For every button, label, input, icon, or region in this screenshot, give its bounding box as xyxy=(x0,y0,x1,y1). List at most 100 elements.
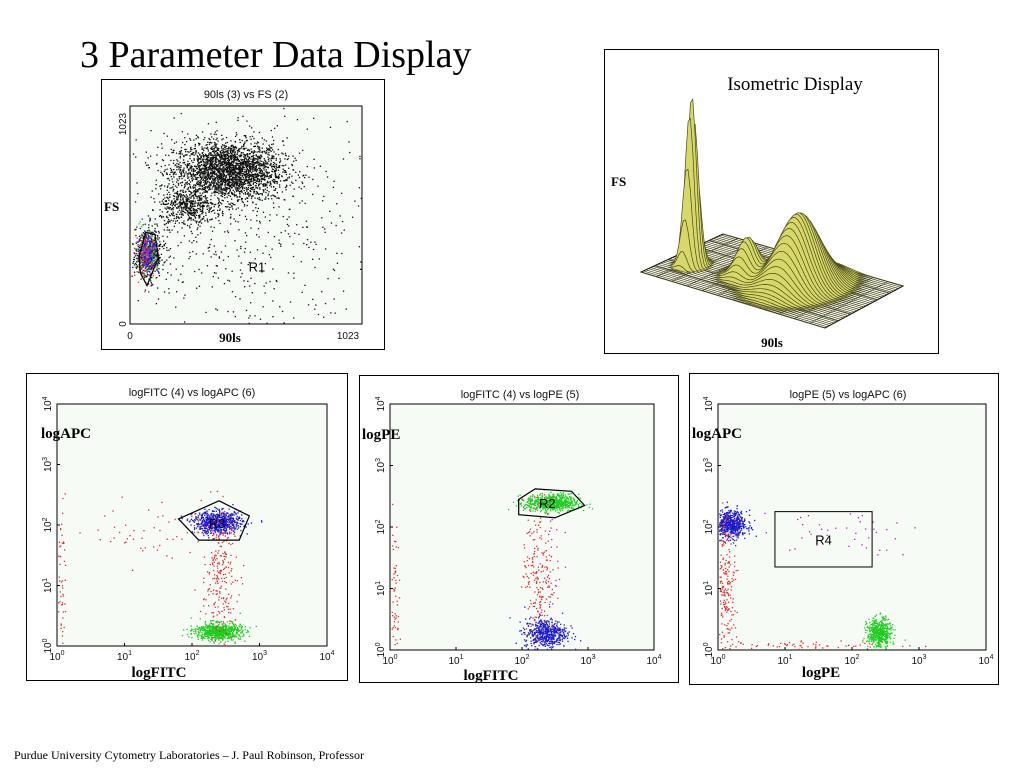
data-point xyxy=(305,174,307,176)
data-point xyxy=(281,191,283,193)
data-point xyxy=(181,195,183,197)
data-point xyxy=(141,248,143,250)
data-point xyxy=(285,179,288,181)
data-point xyxy=(251,164,254,166)
data-point xyxy=(218,527,220,529)
data-point xyxy=(265,163,268,165)
data-point xyxy=(296,224,298,226)
data-point xyxy=(209,139,211,141)
data-point xyxy=(198,194,200,197)
data-point xyxy=(135,249,137,251)
data-point xyxy=(189,251,191,254)
data-point xyxy=(247,175,249,177)
data-point xyxy=(220,251,223,253)
data-point xyxy=(149,268,151,270)
data-point xyxy=(247,173,249,175)
data-point xyxy=(201,515,203,517)
data-point xyxy=(186,210,189,213)
data-point xyxy=(255,203,257,205)
data-point xyxy=(227,255,229,258)
data-point xyxy=(187,214,190,217)
data-point xyxy=(158,193,160,195)
data-point xyxy=(210,527,212,529)
data-point xyxy=(228,166,230,168)
data-point xyxy=(239,193,241,195)
data-point xyxy=(231,522,233,524)
data-point xyxy=(238,176,240,178)
data-point xyxy=(246,218,248,220)
data-point xyxy=(258,164,260,166)
data-point xyxy=(193,193,196,195)
data-point xyxy=(222,532,224,535)
data-point xyxy=(166,193,168,195)
data-point xyxy=(194,192,196,194)
data-point xyxy=(237,512,239,514)
data-point xyxy=(155,277,157,279)
data-point xyxy=(234,194,236,197)
data-point xyxy=(191,204,193,206)
data-point xyxy=(276,125,278,127)
data-point xyxy=(228,192,230,194)
data-point xyxy=(263,174,265,176)
data-point xyxy=(154,252,157,254)
data-point xyxy=(263,139,265,141)
data-point xyxy=(188,216,191,218)
data-point xyxy=(193,191,195,193)
data-point xyxy=(143,243,146,245)
data-point xyxy=(140,266,142,269)
data-point xyxy=(239,164,241,166)
data-point xyxy=(158,237,160,239)
data-point xyxy=(215,166,218,168)
data-point xyxy=(136,248,138,250)
data-point xyxy=(145,241,147,244)
data-point xyxy=(266,147,268,149)
data-point xyxy=(226,151,228,153)
data-point xyxy=(173,117,175,119)
data-point xyxy=(193,174,195,176)
data-point xyxy=(226,171,228,173)
data-point xyxy=(221,173,223,175)
data-point xyxy=(231,206,233,208)
data-point xyxy=(211,146,213,148)
data-point xyxy=(167,177,170,180)
data-point xyxy=(192,219,194,221)
data-point xyxy=(233,159,235,161)
data-point xyxy=(312,193,314,196)
data-point xyxy=(268,160,270,162)
data-point xyxy=(228,177,231,179)
data-point xyxy=(229,170,231,173)
data-point xyxy=(230,170,233,172)
data-point xyxy=(238,166,241,168)
data-point xyxy=(211,286,213,288)
data-point xyxy=(171,213,173,215)
data-point xyxy=(256,234,258,236)
data-point xyxy=(220,189,222,191)
data-point xyxy=(241,183,243,185)
data-point xyxy=(199,188,202,190)
data-point xyxy=(250,190,252,193)
data-point xyxy=(142,252,144,254)
data-point xyxy=(256,173,258,175)
data-point xyxy=(282,168,284,170)
data-point xyxy=(218,520,221,522)
data-point xyxy=(152,266,154,268)
data-point xyxy=(151,234,154,236)
data-point xyxy=(225,184,227,186)
data-point xyxy=(172,151,174,154)
data-point xyxy=(179,169,182,171)
data-point xyxy=(161,217,163,219)
data-point xyxy=(236,523,238,525)
data-point xyxy=(298,233,300,236)
data-point xyxy=(260,169,263,171)
data-point xyxy=(218,170,221,172)
data-point xyxy=(289,235,291,238)
data-point xyxy=(213,173,216,175)
data-point xyxy=(232,173,234,175)
data-point xyxy=(208,207,210,209)
data-point xyxy=(211,161,213,163)
data-point xyxy=(249,163,252,165)
data-point xyxy=(193,203,195,205)
data-point xyxy=(233,193,235,195)
data-point xyxy=(207,185,209,187)
data-point xyxy=(187,207,189,209)
